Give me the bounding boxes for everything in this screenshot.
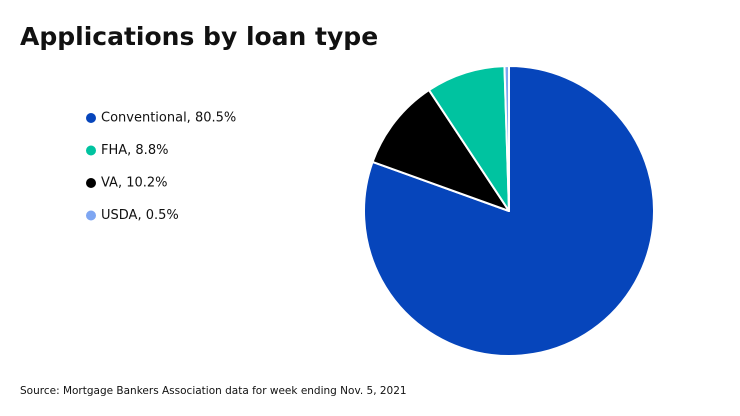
- legend-label: FHA, 8.8%: [101, 143, 168, 158]
- source-note: Source: Mortgage Bankers Association dat…: [20, 385, 407, 397]
- pie-slice: [371, 89, 510, 212]
- legend-marker: [86, 178, 96, 188]
- legend-label: Conventional, 80.5%: [101, 111, 236, 126]
- legend-marker: [86, 113, 96, 123]
- pie: [363, 65, 655, 357]
- chart-title: Applications by loan type: [20, 22, 378, 51]
- legend: Conventional, 80.5% FHA, 8.8% VA, 10.2% USD…: [86, 111, 236, 223]
- legend-label: USDA, 0.5%: [101, 208, 179, 223]
- pie-slice: [503, 65, 510, 212]
- legend-marker: [86, 210, 96, 221]
- legend-label: VA, 10.2%: [101, 176, 168, 191]
- legend-marker: [86, 145, 96, 156]
